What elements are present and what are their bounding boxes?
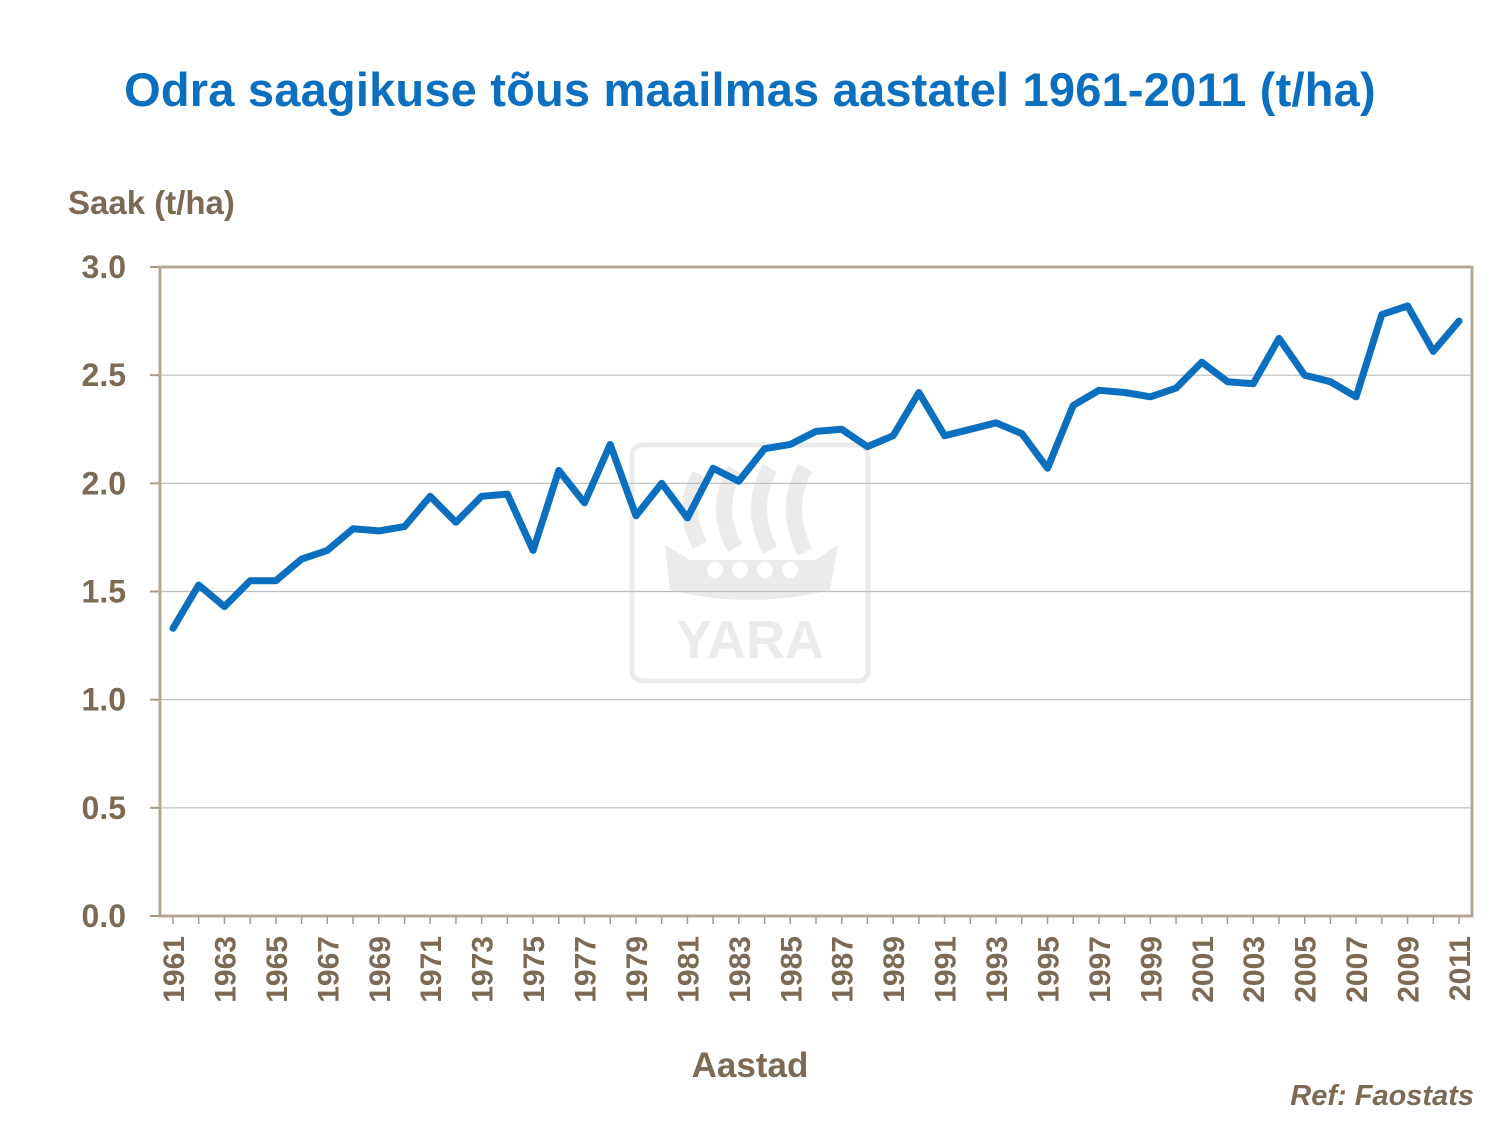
series-layer — [169, 302, 1463, 632]
y-tick-label: 0.5 — [82, 790, 126, 826]
x-tick-label: 1991 — [930, 936, 963, 1003]
x-tick-label: 1969 — [364, 936, 397, 1003]
yara-watermark-logo: YARA — [629, 442, 871, 684]
series-line — [169, 302, 1463, 632]
x-axis-label: Aastad — [691, 1046, 809, 1085]
y-tick-labels: 0.0 0.5 1.0 1.5 2.0 2.5 3.0 — [82, 249, 126, 934]
watermark-text: YARA — [676, 610, 824, 670]
x-tick-label: 1985 — [775, 936, 808, 1003]
x-tick-label: 1973 — [467, 936, 500, 1003]
x-tick-label: 1981 — [672, 936, 705, 1003]
source-note: Ref: Faostats — [1290, 1080, 1474, 1112]
y-tick-label: 2.5 — [82, 357, 126, 393]
x-tick-labels: 1961 1963 1965 1967 1969 1971 1973 1975 1977 1979… — [158, 936, 1477, 1003]
x-tick-label: 2007 — [1341, 936, 1374, 1003]
y-tick-label: 2.0 — [82, 465, 126, 501]
y-tick-label: 1.5 — [82, 574, 126, 610]
chart-title: Odra saagikuse tõus maailmas aastatel 19… — [124, 63, 1376, 116]
x-tick-label: 1995 — [1032, 936, 1065, 1003]
x-tick-label: 1967 — [312, 936, 345, 1003]
x-tick-label: 1977 — [570, 936, 603, 1003]
x-tick-label: 2009 — [1393, 936, 1426, 1003]
x-tick-label: 2011 — [1444, 936, 1477, 1001]
x-tick-label: 1993 — [981, 936, 1014, 1003]
x-tick-label: 2001 — [1187, 936, 1220, 1003]
x-tick-label: 1999 — [1135, 936, 1168, 1003]
plot-frame — [150, 265, 1474, 924]
x-tick-label: 1979 — [621, 936, 654, 1003]
y-tick-label: 0.0 — [82, 898, 126, 934]
y-tick-label: 3.0 — [82, 249, 126, 285]
x-tick-label: 1983 — [724, 936, 757, 1003]
y-tick-label: 1.0 — [82, 682, 126, 718]
x-tick-label: 1971 — [415, 936, 448, 1003]
gridlines — [160, 374, 1472, 809]
x-tick-label: 1961 — [158, 936, 191, 1003]
x-tick-label: 2005 — [1290, 936, 1323, 1003]
x-tick-label: 1997 — [1084, 936, 1117, 1003]
x-tick-label: 1965 — [261, 936, 294, 1003]
x-tick-label: 1989 — [878, 936, 911, 1003]
x-tick-label: 2003 — [1238, 936, 1271, 1003]
y-axis-label: Saak (t/ha) — [68, 184, 235, 221]
x-tick-label: 1963 — [209, 936, 242, 1003]
x-tick-label: 1987 — [827, 936, 860, 1003]
x-tick-label: 1975 — [518, 936, 551, 1003]
